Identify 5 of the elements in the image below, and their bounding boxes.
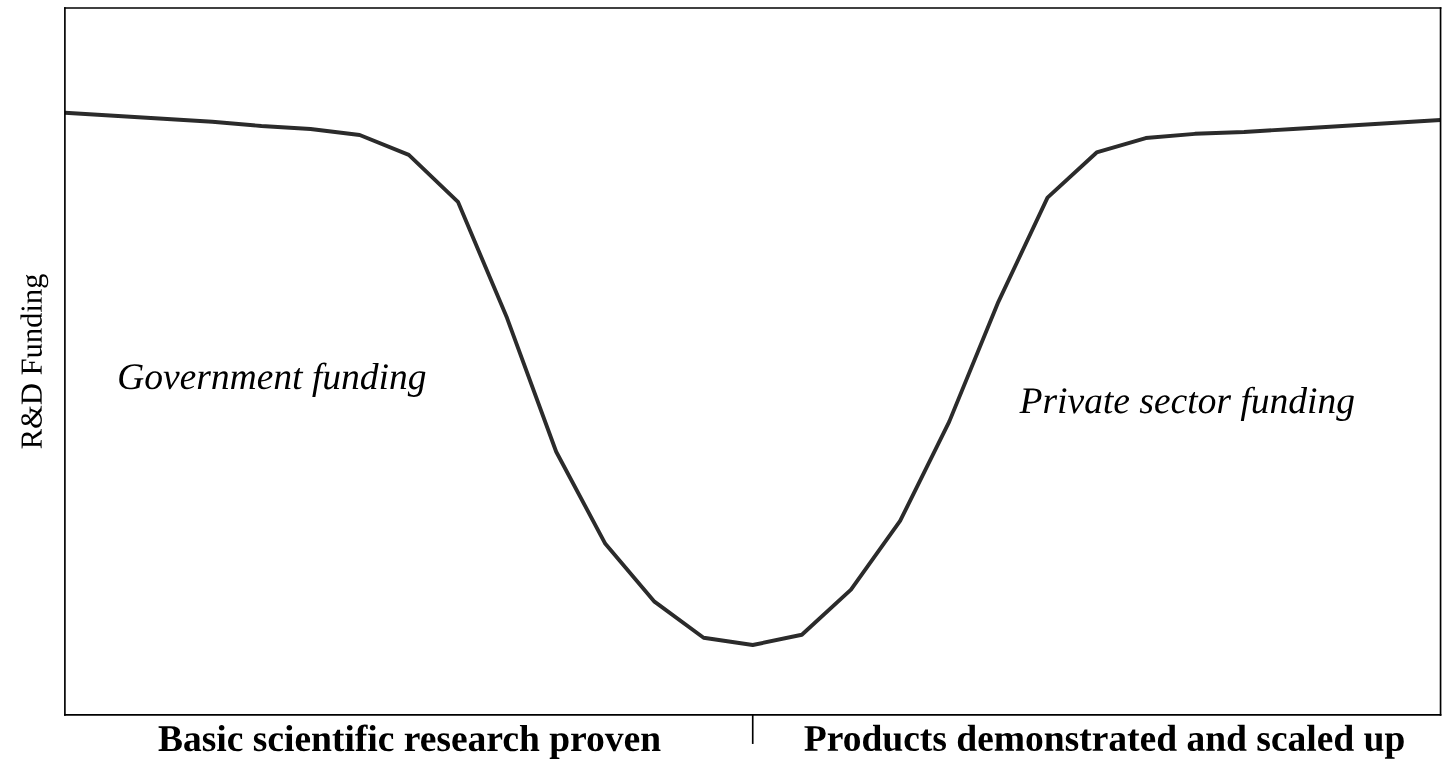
- text: Products demonstrated and scaled up: [804, 724, 1404, 759]
- annotation: Government funding: [119, 362, 426, 397]
- annotation: Private sector funding: [1019, 386, 1354, 422]
- text: Basic scientific research proven: [158, 724, 661, 759]
- y-axis-title: R&D Funding: [20, 274, 49, 449]
